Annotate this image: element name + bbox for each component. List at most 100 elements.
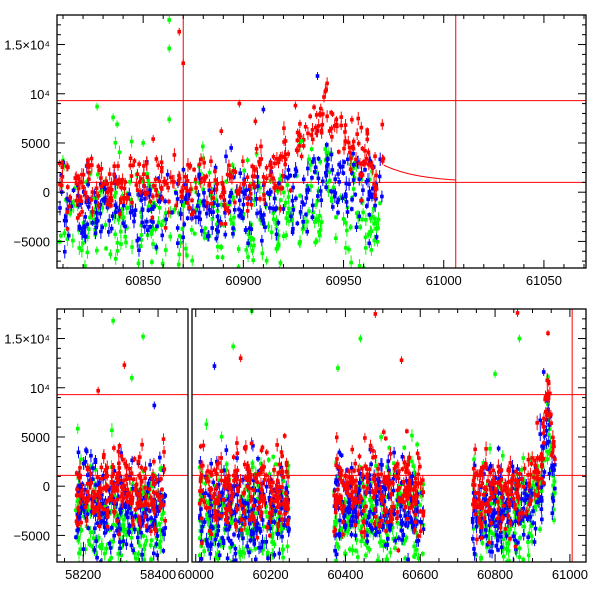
data-point (353, 192, 358, 197)
data-point (145, 175, 150, 179)
data-point (83, 505, 88, 510)
data-point (101, 486, 106, 491)
data-point (123, 490, 127, 494)
data-point (176, 262, 181, 267)
data-point (86, 227, 91, 231)
data-point (141, 491, 146, 495)
data-point (112, 446, 116, 450)
data-point (111, 522, 116, 527)
data-point (259, 461, 263, 466)
data-point (261, 175, 266, 179)
data-point (142, 547, 147, 551)
data-point (149, 516, 153, 520)
data-point (310, 128, 315, 132)
data-point (232, 215, 236, 220)
data-point (210, 217, 215, 221)
data-point (266, 458, 271, 462)
data-point (285, 495, 289, 500)
data-point (112, 164, 117, 168)
data-point (305, 188, 309, 192)
data-point (145, 172, 149, 176)
data-point (364, 246, 368, 250)
data-point (96, 535, 101, 540)
data-point (280, 186, 284, 190)
data-point (366, 162, 371, 167)
data-point (307, 209, 311, 214)
data-point (87, 177, 91, 181)
data-point (86, 158, 90, 163)
data-point (361, 210, 365, 215)
data-point (359, 198, 364, 203)
data-point (355, 132, 359, 136)
data-point (94, 483, 98, 487)
data-point (247, 187, 252, 192)
data-point (65, 237, 70, 241)
data-point (315, 171, 320, 175)
data-point (137, 473, 141, 478)
data-point (146, 481, 151, 486)
data-point (547, 433, 551, 437)
data-point (413, 504, 417, 509)
data-point (367, 191, 372, 195)
data-point (250, 164, 255, 169)
data-point (136, 459, 141, 464)
data-point (105, 182, 110, 186)
x-tick-label: 60950 (325, 273, 361, 288)
data-point (120, 508, 125, 513)
data-point (298, 193, 302, 198)
data-point (499, 501, 503, 506)
data-point (268, 206, 272, 210)
data-point (113, 257, 118, 261)
data-point (89, 496, 94, 501)
data-point (90, 163, 94, 167)
data-point (210, 226, 215, 230)
data-point (78, 180, 82, 184)
data-point (204, 174, 209, 179)
data-point (322, 95, 326, 99)
data-point (95, 505, 100, 510)
data-point (269, 165, 274, 170)
data-point (152, 508, 156, 512)
data-point (90, 501, 95, 505)
data-point (548, 448, 553, 452)
data-point (225, 172, 230, 177)
data-point (320, 179, 325, 184)
data-point (161, 511, 166, 515)
data-point (154, 505, 159, 510)
data-point (104, 246, 108, 251)
data-point (372, 238, 377, 243)
data-point (139, 238, 144, 242)
data-point (202, 549, 206, 553)
data-point (93, 526, 97, 531)
data-point (340, 164, 345, 169)
data-point (109, 556, 113, 560)
data-point (385, 557, 389, 562)
data-point (228, 194, 232, 199)
data-point (163, 211, 168, 215)
data-point (298, 210, 303, 214)
data-point (97, 524, 102, 529)
data-point (172, 207, 177, 212)
data-point (167, 117, 172, 122)
data-point (98, 202, 103, 207)
data-point (65, 227, 70, 231)
data-point (233, 592, 237, 596)
data-point (290, 218, 294, 223)
data-point (251, 465, 255, 469)
data-point (118, 212, 122, 216)
data-point (315, 74, 320, 78)
data-point (146, 228, 150, 233)
data-point (330, 168, 335, 172)
data-point (354, 157, 358, 162)
data-point (360, 162, 364, 166)
data-point (245, 531, 250, 536)
data-point (149, 529, 153, 534)
data-point (351, 139, 356, 144)
data-point (100, 492, 104, 497)
data-point (492, 501, 497, 505)
data-point (227, 538, 232, 543)
data-point (338, 165, 343, 169)
data-point (89, 509, 94, 514)
data-point (347, 182, 351, 186)
data-point (177, 252, 182, 257)
